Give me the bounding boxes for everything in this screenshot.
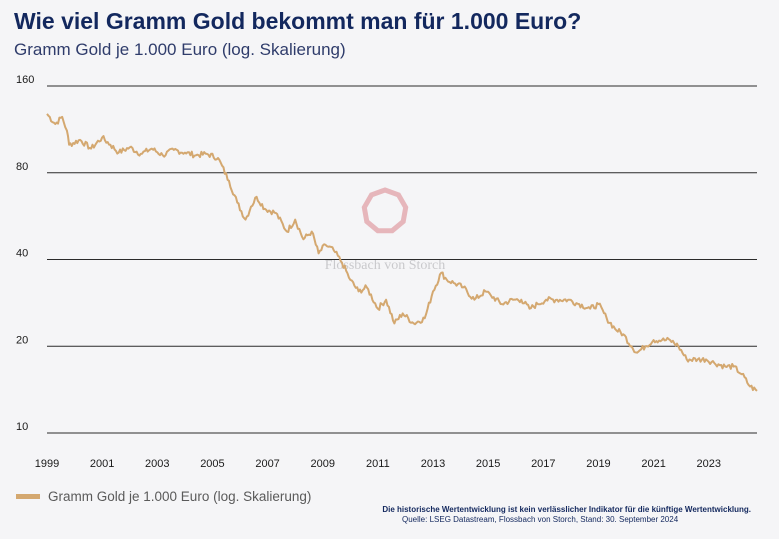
series-group [46, 113, 758, 392]
disclaimer-note: Die historische Wertentwicklung ist kein… [382, 505, 751, 514]
x-tick-label: 2009 [310, 458, 334, 470]
x-tick-label: 2001 [90, 458, 114, 470]
x-tick-label: 2021 [641, 458, 665, 470]
x-tick-label: 2005 [200, 458, 224, 470]
x-tick-label: 2015 [476, 458, 500, 470]
x-tick-label: 2013 [421, 458, 445, 470]
y-tick-label: 80 [16, 161, 28, 173]
y-axis: 10 20 40 80 160 [16, 74, 34, 433]
watermark-text: Flossbach von Storch [325, 258, 446, 273]
x-tick-label: 2011 [366, 458, 390, 470]
source-note: Quelle: LSEG Datastream, Flossbach von S… [402, 515, 679, 524]
series-line [46, 113, 758, 392]
watermark: Flossbach von Storch [325, 187, 446, 273]
chart-title: Wie viel Gramm Gold bekommt man für 1.00… [14, 8, 582, 34]
x-tick-label: 2007 [255, 458, 279, 470]
x-tick-label: 2019 [586, 458, 610, 470]
x-tick-label: 2017 [531, 458, 555, 470]
legend-swatch [16, 494, 40, 499]
grid [47, 85, 757, 434]
legend-label: Gramm Gold je 1.000 Euro (log. Skalierun… [48, 489, 312, 504]
y-tick-label: 20 [16, 334, 28, 346]
x-tick-label: 1999 [35, 458, 59, 470]
legend: Gramm Gold je 1.000 Euro (log. Skalierun… [16, 489, 311, 504]
chart-subtitle: Gramm Gold je 1.000 Euro (log. Skalierun… [14, 40, 346, 59]
y-tick-label: 10 [16, 421, 28, 433]
x-tick-label: 2023 [697, 458, 721, 470]
watermark-logo-icon [361, 187, 409, 234]
y-tick-label: 40 [16, 248, 28, 260]
x-tick-label: 2003 [145, 458, 169, 470]
x-axis: 1999 2001 2003 2005 2007 2009 2011 2013 2015 2017… [35, 458, 721, 470]
y-tick-label: 160 [16, 74, 34, 86]
